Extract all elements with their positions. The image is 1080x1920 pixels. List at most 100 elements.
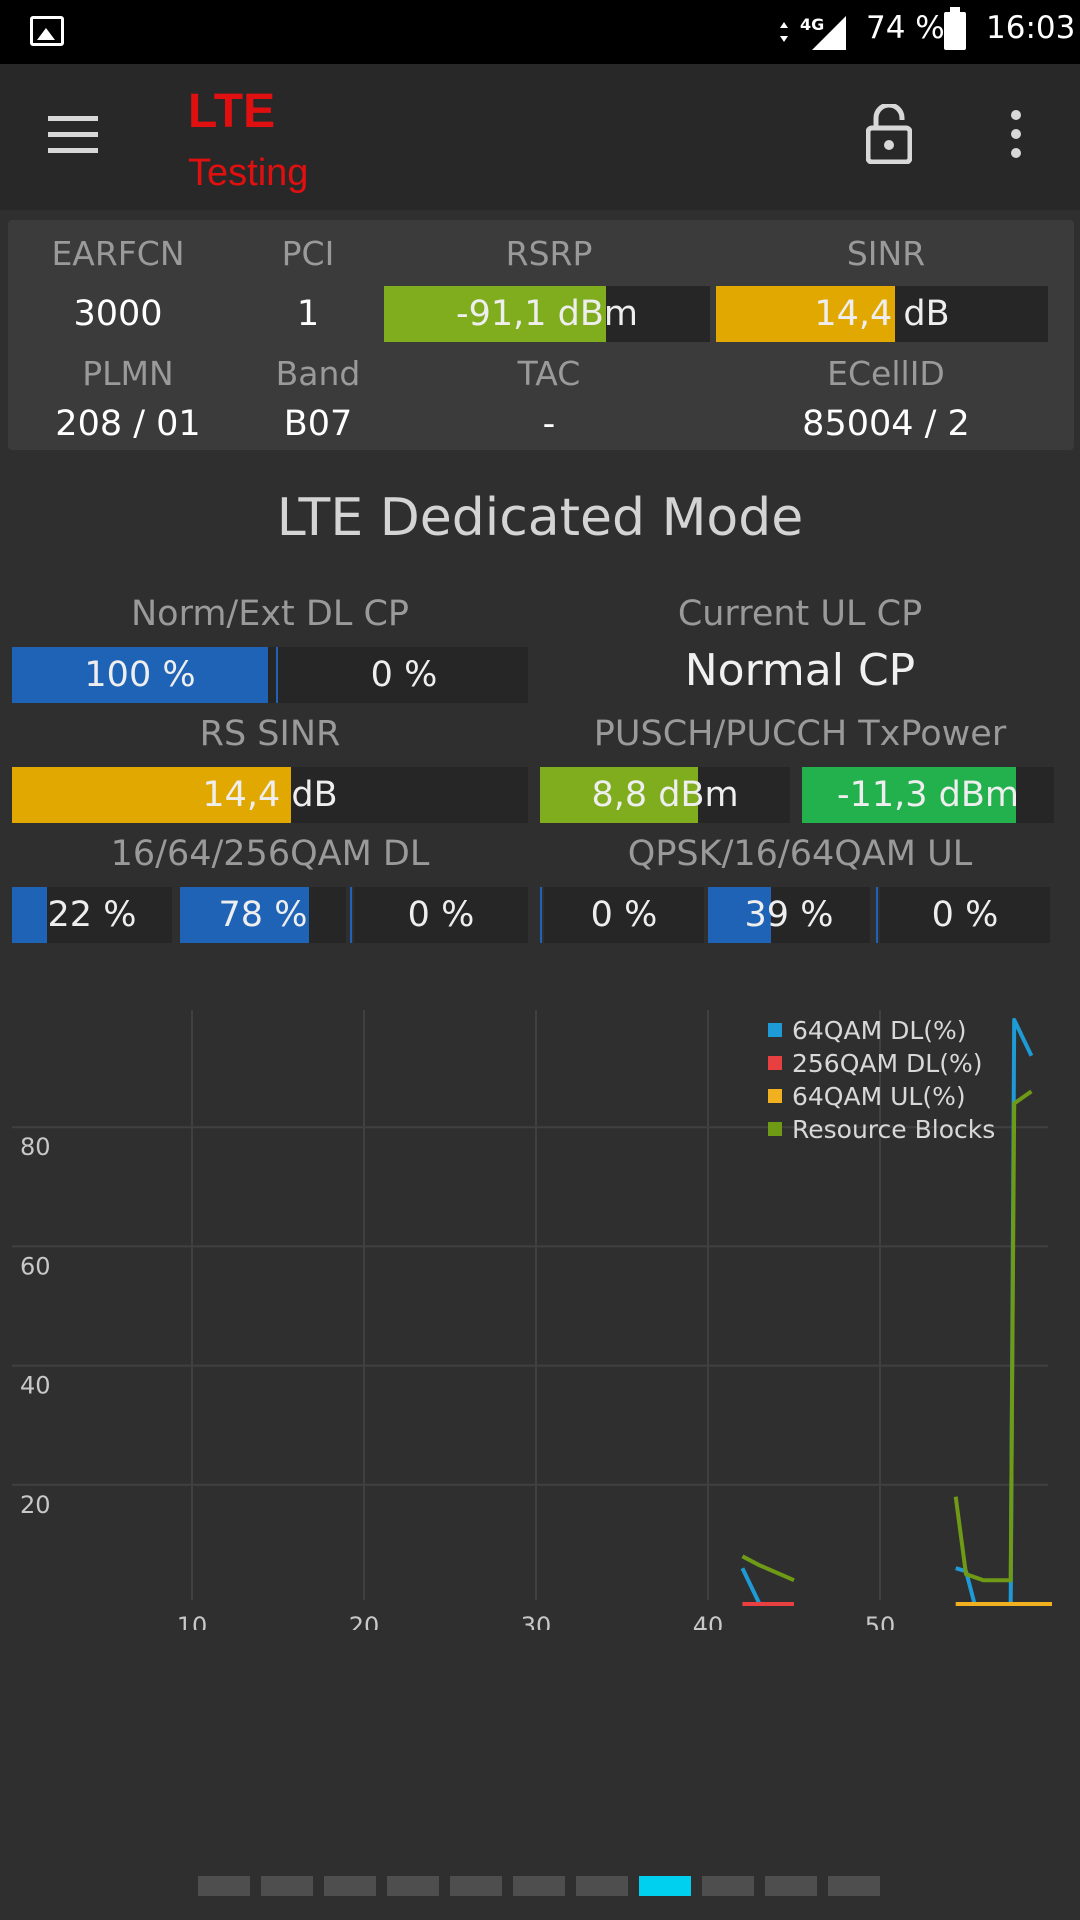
qam64-ul-bar: 0 % [880, 887, 1050, 943]
rsrp-fill [384, 286, 606, 342]
dl-cp-extended-segment: 0 % [280, 647, 528, 703]
chart-legend: 64QAM DL(%) 256QAM DL(%) 64QAM UL(%) Resour… [768, 1016, 995, 1148]
qam-ul-label: QPSK/16/64QAM UL [627, 834, 973, 874]
page-dot[interactable] [765, 1876, 817, 1896]
divider [276, 647, 278, 703]
legend-swatch [768, 1122, 782, 1136]
x-tick-label: 10 [177, 1612, 208, 1630]
band-value: B07 [283, 404, 353, 444]
divider [540, 887, 542, 943]
page-dot[interactable] [702, 1876, 754, 1896]
rs-sinr-bar: 14,4 dB [12, 767, 528, 823]
sinr-label: SINR [846, 234, 926, 273]
pci-label: PCI [281, 234, 335, 273]
tac-label: TAC [517, 354, 581, 393]
qam256-dl-value: 0 % [407, 895, 475, 935]
dl-cp-normal-fill [12, 647, 268, 703]
legend-item: 64QAM UL(%) [768, 1082, 995, 1115]
ecellid-value: 85004 / 2 [802, 404, 970, 444]
svg-text:4G: 4G [800, 15, 824, 34]
qam16-dl-fill [12, 887, 48, 943]
rsrp-label: RSRP [505, 234, 593, 273]
page-dot[interactable] [513, 1876, 565, 1896]
ul-cp-label: Current UL CP [677, 594, 923, 634]
rs-sinr-label: RS SINR [199, 714, 341, 754]
y-tick-label: 60 [20, 1252, 51, 1280]
dl-cp-normal-value: 100 % [84, 655, 196, 695]
battery-icon [944, 7, 966, 50]
series-line [953, 1089, 1033, 1583]
y-tick-label: 20 [20, 1491, 51, 1519]
qam64-dl-value: 78 % [218, 895, 308, 935]
qam16-ul-fill [708, 887, 772, 943]
legend-label: 64QAM DL(%) [792, 1016, 967, 1045]
dl-cp-extended-value: 0 % [370, 655, 438, 695]
earfcn-value: 3000 [73, 294, 163, 334]
earfcn-label: EARFCN [51, 234, 185, 273]
series-line [741, 1554, 795, 1583]
more-vert-icon[interactable] [1006, 110, 1026, 158]
pusch-fill [540, 767, 698, 823]
qam16-dl-value: 22 % [47, 895, 137, 935]
mode-title: LTE Dedicated Mode [276, 488, 804, 548]
legend-swatch [768, 1056, 782, 1070]
y-tick-label: 80 [20, 1133, 51, 1161]
sinr-bar: 14,4 dB [716, 286, 1048, 342]
legend-label: 64QAM UL(%) [792, 1082, 966, 1111]
x-tick-label: 20 [349, 1612, 380, 1630]
qam64-dl-bar: 78 % [180, 887, 346, 943]
qam16-dl-bar: 22 % [12, 887, 172, 943]
legend-label: Resource Blocks [792, 1115, 996, 1144]
image-icon [30, 16, 64, 46]
qam-rb-chart: 10 20 30 40 50 20 40 60 80 [12, 1010, 1052, 1630]
qpsk-ul-bar: 0 % [544, 887, 704, 943]
qam64-dl-fill [180, 887, 310, 943]
signal-4g-icon: 4G [780, 15, 846, 50]
tx-power-label: PUSCH/PUCCH TxPower [593, 714, 1007, 754]
pucch-value: -11,3 dBm [836, 775, 1019, 815]
page-dot-active[interactable] [639, 1876, 691, 1896]
legend-item: 256QAM DL(%) [768, 1049, 995, 1082]
legend-item: Resource Blocks [768, 1115, 995, 1148]
x-tick-label: 50 [865, 1612, 896, 1630]
series-line [740, 1567, 762, 1605]
page-dot[interactable] [576, 1876, 628, 1896]
pusch-value: 8,8 dBm [591, 775, 739, 815]
qam16-ul-bar: 39 % [708, 887, 870, 943]
qpsk-ul-value: 0 % [590, 895, 658, 935]
legend-label: 256QAM DL(%) [792, 1049, 983, 1078]
page-dot[interactable] [828, 1876, 880, 1896]
pusch-bar: 8,8 dBm [540, 767, 790, 823]
page-dot[interactable] [198, 1876, 250, 1896]
legend-item: 64QAM DL(%) [768, 1016, 995, 1049]
x-tick-label: 30 [521, 1612, 552, 1630]
page-dot[interactable] [450, 1876, 502, 1896]
dl-cp-normal-segment: 100 % [12, 647, 268, 703]
app-subtitle: Testing [188, 152, 309, 194]
x-tick-label: 40 [693, 1612, 724, 1630]
page-dot[interactable] [387, 1876, 439, 1896]
qam64-ul-value: 0 % [931, 895, 999, 935]
ul-cp-value: Normal CP [684, 645, 916, 696]
clock: 16:03 [986, 10, 1076, 46]
divider [876, 887, 878, 943]
menu-icon[interactable] [48, 116, 98, 154]
lock-open-icon[interactable] [866, 104, 912, 164]
rs-sinr-fill [12, 767, 291, 823]
dl-cp-bar: 100 % 0 % [12, 647, 528, 703]
page-dot[interactable] [324, 1876, 376, 1896]
sinr-fill [716, 286, 896, 342]
y-tick-label: 40 [20, 1372, 51, 1400]
battery-percent: 74 % [866, 10, 945, 46]
rsrp-bar: -91,1 dBm [384, 286, 710, 342]
legend-swatch [768, 1089, 782, 1103]
ecellid-label: ECellID [827, 354, 945, 393]
rs-sinr-value: 14,4 dB [202, 775, 338, 815]
plmn-value: 208 / 01 [55, 404, 201, 444]
sinr-value: 14,4 dB [814, 294, 950, 334]
divider [350, 887, 352, 943]
app-bar: LTE Testing [0, 64, 1080, 210]
qam-dl-label: 16/64/256QAM DL [110, 834, 430, 874]
page-dot[interactable] [261, 1876, 313, 1896]
qam256-dl-bar: 0 % [354, 887, 528, 943]
